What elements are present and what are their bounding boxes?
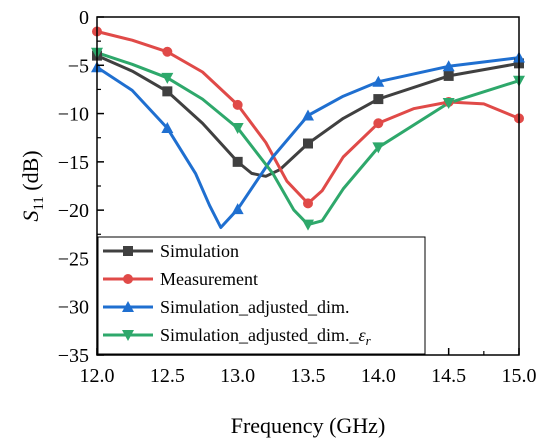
legend-marker-2 [123,274,133,284]
series-1-point [303,138,313,149]
series-1-point [232,156,243,167]
series-2-point [303,198,313,209]
legend: Simulation Measurement Simulation_adjusted… [97,236,426,355]
series-4-point [442,97,455,109]
legend-marker-4 [122,330,134,341]
y-tick-label: −20 [58,200,89,222]
tick-labels: 12.0 12.5 13.0 13.5 14.0 14.5 15.0 0 −5 −10 −15 −20… [58,7,537,387]
series-2-point [373,118,384,129]
y-tick-label: −25 [58,248,89,270]
y-tick-label: −35 [58,345,89,367]
x-axis-title: Frequency (GHz) [231,413,386,438]
series-4-point [161,72,174,84]
series-lines [96,30,520,229]
legend-marker-1 [123,246,133,256]
y-axis-title-sub: 11 [31,196,47,210]
series-4-point [231,123,244,135]
y-tick-label: −30 [58,297,89,319]
legend-label-1: Simulation [160,241,239,261]
series-3-point [442,60,455,72]
y-tick-label: −10 [58,104,89,126]
x-tick-label: 14.5 [431,365,466,387]
x-tick-label: 15.0 [502,365,537,387]
legend-label-3: Simulation_adjusted_dim. [160,297,350,317]
legend-label-2: Measurement [160,269,258,289]
series-markers [91,26,525,231]
y-axis-title-unit: (dB) [18,150,43,196]
x-tick-label: 14.0 [361,365,396,387]
series-3-point [161,122,174,134]
series-1-point [373,94,384,105]
legend-marker-3 [122,301,134,312]
x-tick-label: 13.0 [220,365,255,387]
x-tick-label: 12.5 [150,365,185,387]
x-tick-label: 12.0 [80,365,115,387]
x-tick-label: 13.5 [291,365,326,387]
series-3-point [231,203,244,215]
series-2-point [162,46,173,57]
y-tick-label: 0 [79,7,89,29]
series-3-point [372,75,385,87]
y-tick-label: −5 [68,55,89,77]
series-4-point [302,219,314,231]
y-tick-label: −15 [58,152,89,174]
series-1-point [443,70,454,81]
series-1-point [162,86,173,97]
series-3-point [302,109,314,121]
series-2-point [232,99,243,110]
y-axis-title: S11 (dB) [18,150,47,221]
y-axis-title-main: S [18,211,43,222]
series-4-point [372,142,385,154]
legend-label-4: Simulation_adjusted_dim._εr [160,325,372,348]
